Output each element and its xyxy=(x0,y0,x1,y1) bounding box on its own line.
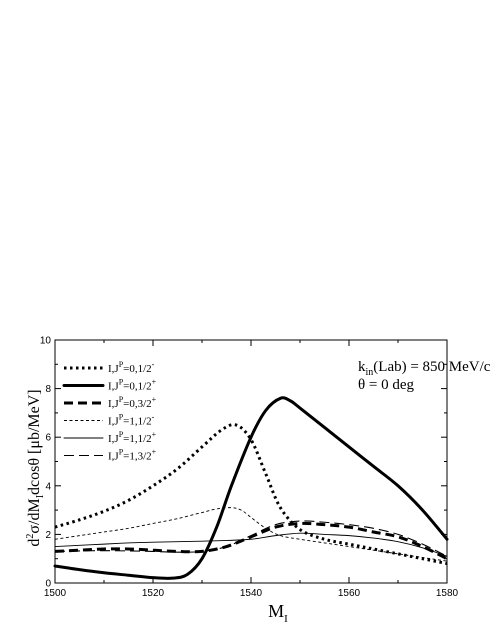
series-line-s2 xyxy=(53,396,449,580)
x-tick-label: 1500 xyxy=(44,588,67,599)
y-tick-label: 10 xyxy=(40,336,52,347)
series-line-s1 xyxy=(54,423,448,566)
x-tick-label: 1560 xyxy=(338,588,361,599)
y-tick-label: 6 xyxy=(45,433,51,444)
y-axis-label: d2σ/dMIdcosθ [μb/MeV] xyxy=(25,389,46,546)
annotation-theta: θ = 0 deg xyxy=(358,377,415,393)
series-line-s5 xyxy=(54,532,448,557)
y-tick-label: 8 xyxy=(45,384,51,395)
legend-label-s1: I,JP=0,1/2- xyxy=(108,360,155,375)
legend-label-s6: I,JP=1,3/2+ xyxy=(108,448,157,463)
x-tick-label: 1540 xyxy=(240,588,263,599)
y-tick-label: 0 xyxy=(45,579,51,590)
annotation-kin: kin(Lab) = 850 MeV/c xyxy=(358,359,491,378)
y-tick-label: 2 xyxy=(45,530,51,541)
x-tick-label: 1520 xyxy=(142,588,165,599)
x-axis-label: MI xyxy=(268,601,288,625)
series-line-s3 xyxy=(54,521,448,561)
legend-label-s2: I,JP=0,1/2+ xyxy=(108,378,157,393)
x-tick-label: 1580 xyxy=(436,588,459,599)
series-line-s6 xyxy=(54,520,448,557)
legend-label-s5: I,JP=1,1/2+ xyxy=(108,430,157,445)
y-tick-label: 4 xyxy=(45,481,51,492)
legend-label-s3: I,JP=0,3/2+ xyxy=(108,395,157,410)
series-line-s4 xyxy=(54,507,448,562)
legend-label-s4: I,JP=1,1/2- xyxy=(108,413,155,428)
